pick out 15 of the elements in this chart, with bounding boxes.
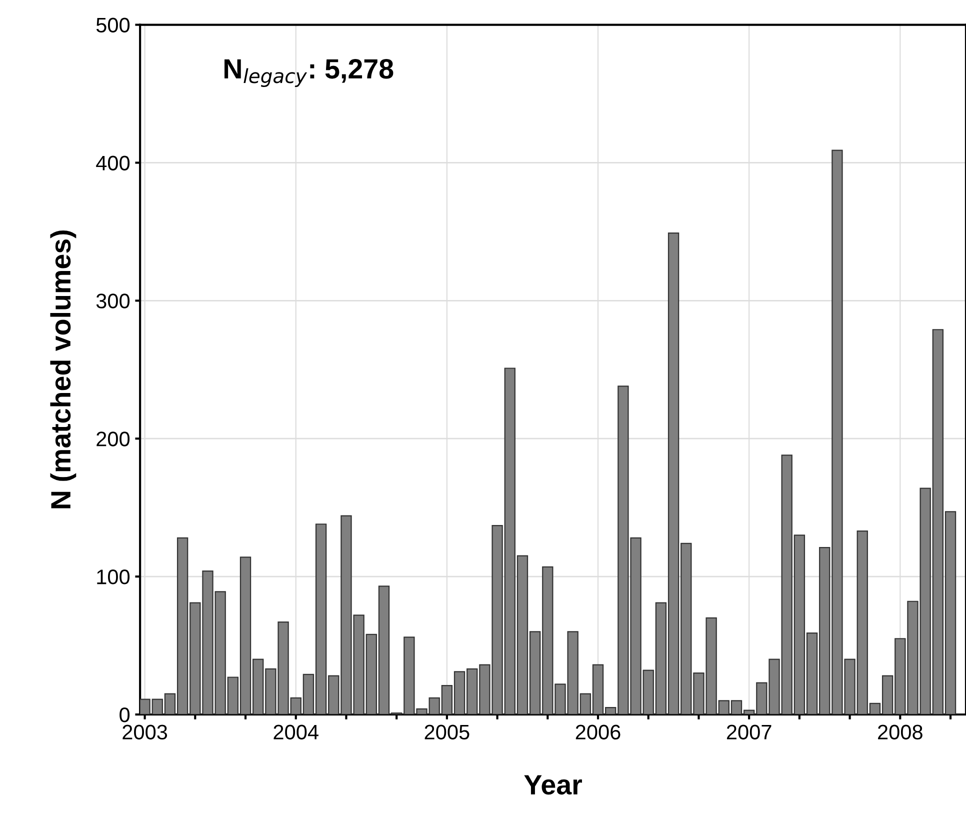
y-tick-label: 400 (96, 156, 130, 170)
annotation: N$_{legacy}$: 5,278 (224, 59, 394, 88)
x-tick-label: 2007 (726, 724, 772, 740)
x-tick-label: 2008 (878, 724, 922, 740)
x-tick-label: 2004 (274, 724, 318, 740)
x-tick-label: 2003 (122, 724, 168, 740)
x-tick-label: 2005 (424, 724, 470, 740)
y-tick-label: 200 (96, 432, 130, 446)
y-tick-label: 300 (96, 294, 130, 308)
y-tick-label: 0 (120, 707, 130, 722)
x-tick-label: 2006 (576, 724, 620, 740)
y-tick-label: 500 (96, 18, 130, 33)
x-axis-title: Year (524, 775, 582, 795)
y-tick-label: 100 (97, 570, 130, 584)
y-axis-title: N (matched volumes) (50, 230, 76, 508)
